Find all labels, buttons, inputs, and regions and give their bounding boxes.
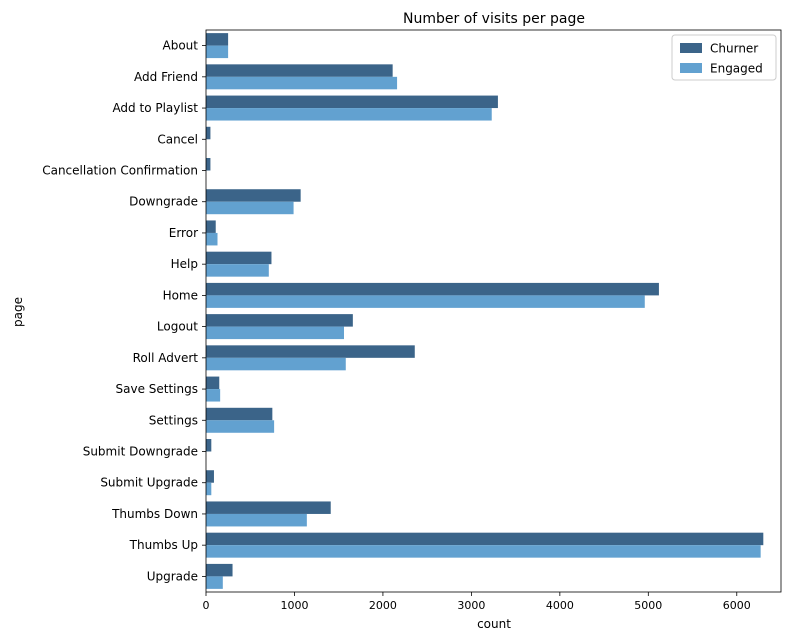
y-tick-labels: About Add Friend Add to Playlist Cancel Canc…	[42, 39, 206, 583]
bar-churner-1	[206, 64, 393, 77]
bar-churner-6	[206, 220, 216, 233]
x-tick-label: 5000	[634, 599, 662, 612]
y-tick-label: Logout	[157, 320, 198, 334]
bar-churner-14	[206, 470, 214, 483]
bar-engaged-7	[206, 264, 269, 277]
legend-label-churner: Churner	[710, 42, 758, 56]
bar-engaged-10	[206, 357, 346, 371]
bar-churner-8	[206, 282, 659, 296]
bar-engaged-17	[206, 576, 223, 589]
y-tick-label: Help	[171, 257, 198, 271]
bar-engaged-14	[206, 482, 212, 496]
bar-engaged-6	[206, 232, 218, 246]
x-axis-label: count	[477, 617, 511, 631]
x-tick-label: 0	[203, 599, 210, 612]
bar-churner-5	[206, 189, 301, 202]
bar-churner-4	[206, 158, 211, 171]
y-tick-label: Downgrade	[129, 195, 198, 209]
y-tick-label: Submit Downgrade	[83, 445, 198, 459]
bar-churner-7	[206, 251, 272, 265]
y-tick-label: Add to Playlist	[112, 101, 198, 115]
x-tick-label: 4000	[546, 599, 574, 612]
y-tick-label: About	[163, 39, 199, 53]
y-tick-label: Thumbs Up	[129, 538, 198, 552]
bars-layer	[206, 33, 764, 589]
x-tick-labels: 0 1000 2000 3000 4000 5000 6000	[203, 592, 751, 612]
bar-engaged-0	[206, 45, 229, 59]
bar-churner-2	[206, 95, 498, 109]
y-tick-label: Upgrade	[147, 569, 198, 583]
bar-churner-0	[206, 33, 229, 46]
y-tick-label: Cancel	[157, 132, 198, 146]
y-tick-label: Thumbs Down	[111, 507, 198, 521]
y-tick-label: Save Settings	[116, 382, 199, 396]
y-tick-label: Home	[163, 288, 198, 302]
x-tick-label: 2000	[369, 599, 397, 612]
x-tick-label: 1000	[280, 599, 308, 612]
x-tick-label: 6000	[723, 599, 751, 612]
bar-engaged-1	[206, 76, 398, 90]
x-tick-label: 3000	[457, 599, 485, 612]
bar-churner-10	[206, 345, 415, 358]
bar-engaged-16	[206, 545, 761, 558]
y-tick-label: Add Friend	[134, 70, 198, 84]
y-tick-label: Roll Advert	[133, 351, 199, 365]
y-tick-label: Submit Upgrade	[100, 476, 198, 490]
bar-churner-3	[206, 126, 211, 140]
bar-engaged-9	[206, 326, 344, 340]
bar-churner-11	[206, 376, 220, 390]
bar-churner-15	[206, 501, 331, 514]
plot-frame	[205, 29, 782, 593]
bar-churner-13	[206, 439, 212, 452]
bar-engaged-11	[206, 389, 221, 402]
bar-engaged-5	[206, 201, 294, 215]
y-tick-label: Cancellation Confirmation	[42, 164, 198, 178]
bar-churner-12	[206, 407, 273, 421]
bar-churner-16	[206, 532, 764, 546]
bar-churner-9	[206, 314, 353, 327]
y-tick-label: Error	[169, 226, 198, 240]
legend-swatch-churner	[680, 43, 702, 53]
bar-churner-17	[206, 563, 233, 577]
bar-engaged-12	[206, 420, 275, 433]
legend-label-engaged: Engaged	[710, 62, 763, 76]
y-tick-label: Settings	[149, 413, 198, 427]
y-axis-label: page	[11, 297, 25, 327]
bar-engaged-8	[206, 295, 645, 308]
chart-title: Number of visits per page	[403, 11, 585, 27]
bar-engaged-2	[206, 108, 492, 121]
legend-swatch-engaged	[680, 63, 702, 73]
legend: Churner Engaged	[671, 34, 777, 81]
bar-engaged-15	[206, 513, 307, 527]
